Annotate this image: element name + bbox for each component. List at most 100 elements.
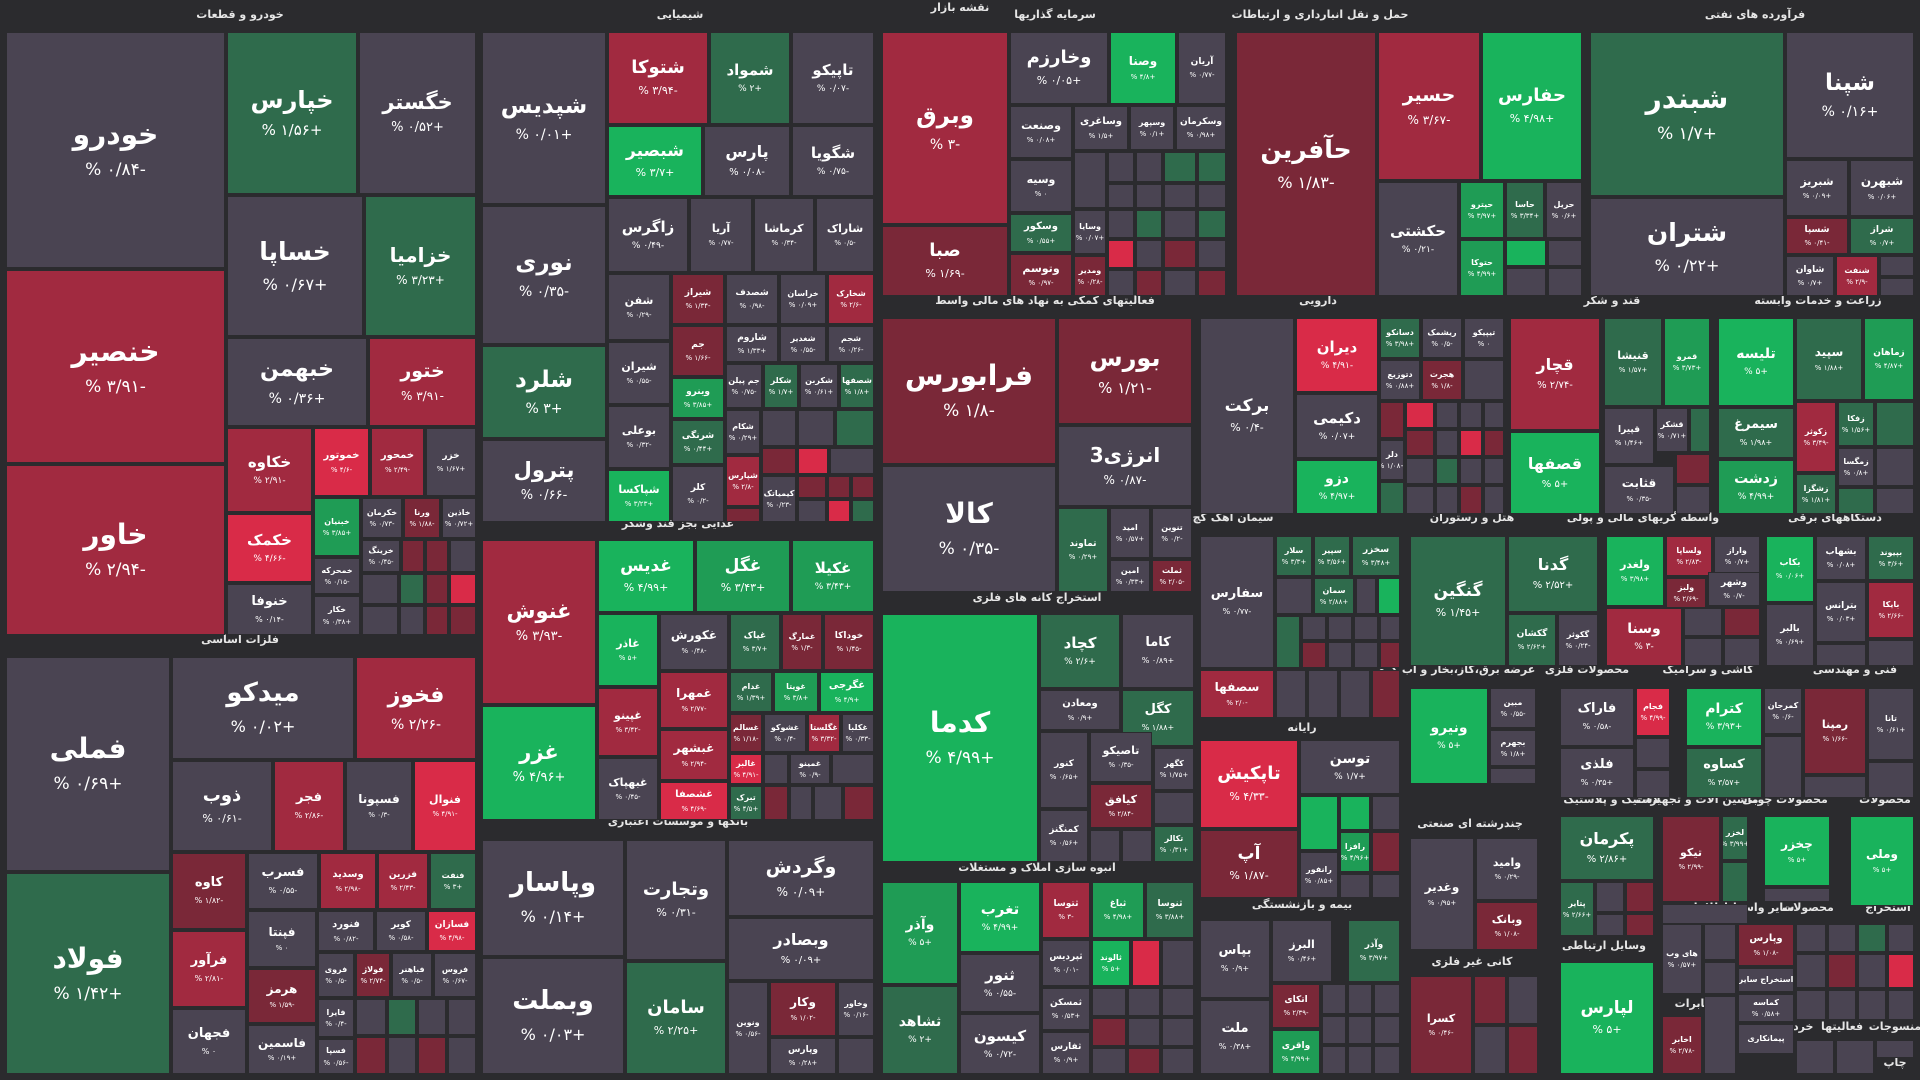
stock-tile[interactable]: ذوب -۰/۶۱ % [172, 761, 272, 851]
stock-tile[interactable]: خموتور -۴/۶ % [314, 428, 369, 496]
stock-tile[interactable]: قصفها +۵ % [1510, 432, 1600, 514]
stock-tile[interactable]: قمرو +۳/۷۳ % [1664, 318, 1710, 406]
stock-tile[interactable]: سپیر +۳/۵۶ % [1314, 536, 1350, 576]
stock-tile[interactable]: غویتا +۳/۸ % [774, 672, 818, 712]
stock-tile[interactable]: ثملت -۲/۰۵ % [1152, 560, 1192, 592]
stock-tile[interactable]: وآذر +۳/۹۷ % [1348, 920, 1400, 982]
stock-tile[interactable]: تغرب +۴/۹۹ % [960, 882, 1040, 952]
stock-tile[interactable]: زفکا +۱/۵۶ % [1838, 402, 1874, 446]
stock-tile[interactable]: ختور -۳/۹۱ % [369, 338, 476, 426]
stock-tile[interactable]: وپاسار +۰/۱۴ % [482, 840, 624, 956]
stock-tile[interactable]: فنوال -۴/۹۱ % [414, 761, 476, 851]
stock-tile[interactable]: حفارس +۴/۹۸ % [1482, 32, 1582, 180]
stock-tile[interactable]: زاگرس -۰/۴۹ % [608, 198, 688, 272]
stock-tile-small[interactable] [1724, 638, 1760, 666]
stock-tile-small[interactable] [1108, 184, 1134, 208]
stock-tile[interactable]: تکالر +۰/۳۱ % [1154, 826, 1194, 862]
stock-tile-small[interactable] [1484, 402, 1504, 428]
stock-tile[interactable]: کیافق -۲/۸۴ % [1090, 784, 1152, 828]
stock-tile-small[interactable] [1348, 1016, 1372, 1044]
stock-tile[interactable]: پکرمان +۲/۸۶ % [1560, 816, 1654, 880]
stock-tile[interactable]: سفارس -۰/۷۷ % [1200, 536, 1274, 668]
stock-tile[interactable]: وسایا +۰/۰۷ % [1074, 210, 1106, 254]
stock-tile[interactable]: حکشتی -۰/۲۱ % [1378, 182, 1458, 296]
stock-tile-small[interactable] [1164, 240, 1196, 268]
stock-tile[interactable]: فاراک -۰/۵۸ % [1560, 688, 1634, 746]
stock-tile-small[interactable] [1636, 738, 1670, 768]
stock-tile[interactable]: کگهر +۱/۷۵ % [1154, 748, 1194, 790]
stock-tile-small[interactable] [1164, 270, 1196, 296]
stock-tile[interactable]: قپیرا +۱/۴۶ % [1604, 408, 1654, 464]
stock-tile-small[interactable] [1154, 792, 1194, 824]
stock-tile-small[interactable] [1460, 458, 1482, 484]
stock-tile[interactable]: غپاک +۳/۷ % [730, 614, 780, 670]
stock-tile[interactable]: شصفها +۱/۸ % [840, 364, 874, 408]
stock-tile[interactable]: آریان -۰/۷۷ % [1178, 32, 1226, 104]
stock-tile[interactable]: شسپا -۰/۴۱ % [1786, 218, 1848, 254]
stock-tile[interactable]: حپترو +۳/۹۷ % [1460, 182, 1504, 238]
stock-tile[interactable]: غپینو -۳/۴۲ % [598, 688, 658, 756]
stock-tile[interactable]: وسکرمان +۰/۹۸ % [1176, 106, 1226, 150]
stock-tile[interactable]: گکوثر -۰/۲۴ % [1558, 614, 1598, 666]
stock-tile[interactable]: تماوند +۰/۲۹ % [1058, 508, 1108, 592]
stock-tile[interactable]: پیمانکاری [1738, 1024, 1794, 1054]
stock-tile[interactable]: تاپکیش -۴/۳۳ % [1200, 740, 1298, 828]
stock-tile[interactable]: خکمک -۴/۶۶ % [227, 514, 312, 582]
stock-tile-small[interactable] [1300, 796, 1338, 850]
stock-tile[interactable]: ولساپا -۲/۸۳ % [1666, 536, 1712, 576]
stock-tile-small[interactable] [1374, 1046, 1400, 1074]
stock-tile-small[interactable] [1548, 268, 1582, 296]
stock-tile[interactable]: کساوه +۳/۵۷ % [1686, 748, 1762, 798]
stock-tile[interactable]: هرمز -۱/۵۹ % [248, 969, 316, 1023]
stock-tile-small[interactable] [400, 574, 424, 604]
stock-tile[interactable]: غگلستا -۳/۳۲ % [808, 714, 840, 752]
stock-tile[interactable]: خبهمن +۰/۳۶ % [227, 338, 367, 426]
stock-tile-small[interactable] [400, 606, 424, 635]
stock-tile[interactable]: سمان +۲/۸۸ % [1314, 578, 1354, 614]
stock-tile[interactable]: شاراک -۰/۵ % [816, 198, 874, 272]
stock-tile-small[interactable] [448, 999, 476, 1035]
stock-tile-small[interactable] [1484, 458, 1504, 484]
stock-tile-small[interactable] [1596, 914, 1624, 936]
stock-tile[interactable]: قثابت -۰/۳۵ % [1604, 466, 1674, 514]
stock-tile[interactable]: بایکا -۲/۶۶ % [1868, 582, 1914, 638]
stock-tile[interactable]: سپید +۱/۸۸ % [1796, 318, 1862, 400]
stock-tile[interactable]: ملت +۰/۳۸ % [1200, 1000, 1270, 1074]
stock-tile-small[interactable] [1460, 430, 1482, 456]
stock-tile-small[interactable] [1690, 408, 1710, 452]
stock-tile[interactable]: بوعلی -۰/۳۲ % [608, 406, 670, 468]
stock-tile-small[interactable] [832, 754, 874, 784]
stock-tile-small[interactable] [1356, 578, 1376, 614]
stock-tile[interactable]: کرماشا -۰/۳۴ % [754, 198, 814, 272]
stock-tile-small[interactable] [1074, 152, 1106, 208]
stock-tile[interactable]: سلار +۳/۳ % [1276, 536, 1312, 576]
stock-tile-small[interactable] [1474, 976, 1506, 1024]
stock-tile[interactable]: غمارگ -۱/۳ % [782, 614, 822, 670]
stock-tile-small[interactable] [814, 786, 842, 820]
stock-tile-small[interactable] [798, 476, 826, 498]
stock-tile[interactable]: خزامیا +۳/۲۳ % [365, 196, 476, 336]
stock-tile[interactable]: وشهر -۰/۷ % [1708, 572, 1760, 606]
stock-tile[interactable]: فنورد -۰/۸۲ % [318, 911, 374, 951]
stock-tile[interactable]: وینرو +۳/۸۵ % [672, 378, 724, 418]
stock-tile[interactable]: خبنیان +۳/۸۵ % [314, 498, 360, 556]
stock-tile-small[interactable] [1460, 402, 1482, 428]
stock-tile-small[interactable] [1626, 882, 1654, 912]
stock-tile-small[interactable] [790, 786, 812, 820]
stock-tile-small[interactable] [1348, 1046, 1372, 1074]
stock-tile-small[interactable] [1276, 578, 1312, 614]
stock-tile[interactable]: وپارس +۰/۲۸ % [770, 1038, 836, 1074]
stock-tile[interactable]: خرینگ -۰/۴۵ % [362, 540, 400, 572]
stock-tile[interactable]: جم -۱/۶۶ % [672, 326, 724, 376]
stock-tile-small[interactable] [1372, 874, 1400, 898]
stock-tile-small[interactable] [362, 574, 398, 604]
stock-tile-small[interactable] [844, 786, 874, 820]
stock-tile-small[interactable] [450, 574, 476, 604]
stock-tile[interactable]: ثالوند +۵ % [1092, 940, 1130, 986]
stock-tile-small[interactable] [1132, 940, 1160, 986]
stock-tile[interactable]: لپارس +۵ % [1560, 962, 1654, 1074]
stock-tile[interactable]: کلر -۰/۲ % [672, 466, 724, 522]
stock-tile[interactable]: فباهنر -۰/۵ % [392, 953, 432, 997]
stock-tile[interactable]: خمحور -۲/۴۹ % [371, 428, 424, 496]
stock-tile[interactable]: خگستر +۰/۵۲ % [359, 32, 476, 194]
